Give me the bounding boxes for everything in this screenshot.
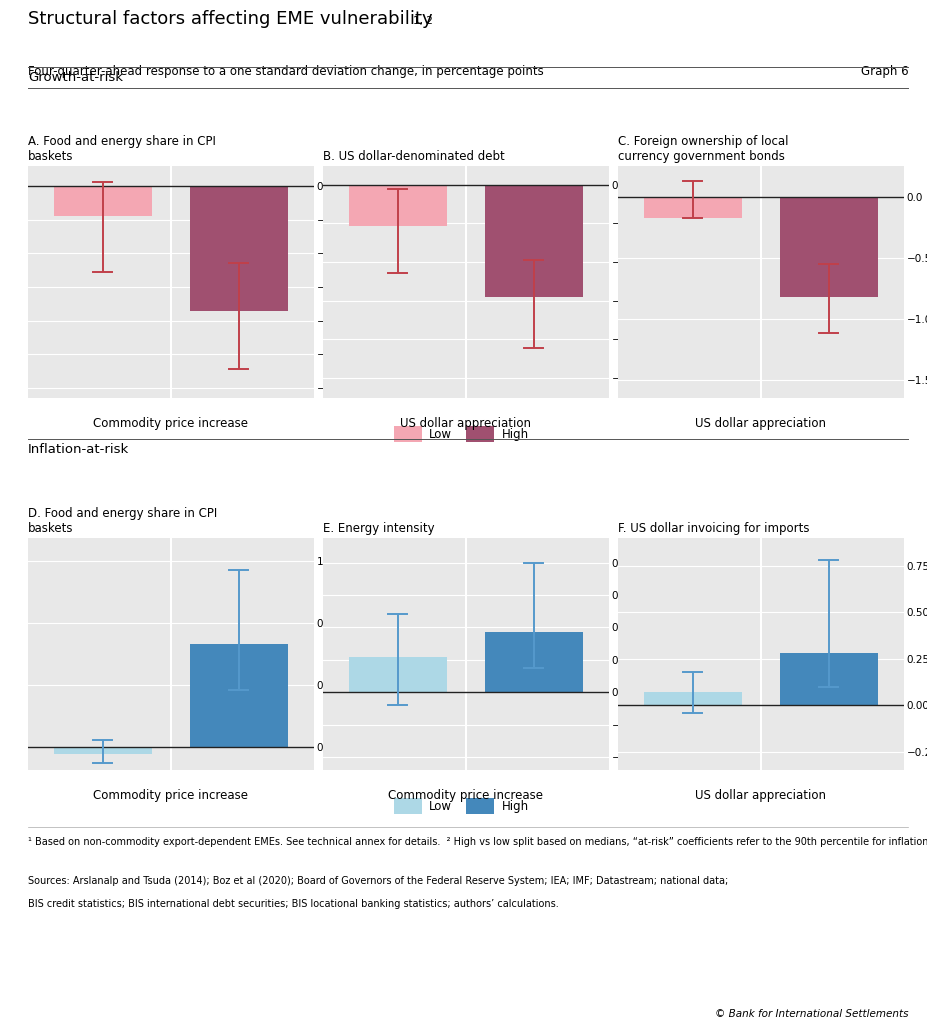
Bar bbox=[349, 657, 447, 692]
Text: ¹ Based on non-commodity export-dependent EMEs. See technical annex for details.: ¹ Based on non-commodity export-dependen… bbox=[28, 837, 927, 847]
Text: 1, 2: 1, 2 bbox=[413, 16, 432, 27]
Bar bbox=[485, 632, 583, 692]
Bar bbox=[644, 197, 742, 219]
Bar bbox=[54, 747, 152, 755]
Text: Commodity price increase: Commodity price increase bbox=[94, 417, 248, 430]
Text: Commodity price increase: Commodity price increase bbox=[388, 789, 543, 802]
Bar bbox=[780, 197, 878, 297]
Text: High: High bbox=[502, 800, 528, 812]
Text: B. US dollar-denominated debt: B. US dollar-denominated debt bbox=[323, 149, 504, 163]
Text: Sources: Arslanalp and Tsuda (2014); Boz et al (2020); Board of Governors of the: Sources: Arslanalp and Tsuda (2014); Boz… bbox=[28, 876, 728, 887]
Bar bbox=[349, 185, 447, 227]
Text: F. US dollar invoicing for imports: F. US dollar invoicing for imports bbox=[618, 522, 809, 535]
Text: Structural factors affecting EME vulnerability: Structural factors affecting EME vulnera… bbox=[28, 10, 432, 28]
Text: Low: Low bbox=[429, 800, 452, 812]
Text: Low: Low bbox=[429, 428, 452, 440]
Text: D. Food and energy share in CPI
baskets: D. Food and energy share in CPI baskets bbox=[28, 507, 217, 535]
Text: High: High bbox=[502, 428, 528, 440]
Bar bbox=[644, 692, 742, 705]
Text: © Bank for International Settlements: © Bank for International Settlements bbox=[715, 1008, 908, 1019]
Bar bbox=[780, 654, 878, 705]
Text: Commodity price increase: Commodity price increase bbox=[94, 789, 248, 802]
Text: US dollar appreciation: US dollar appreciation bbox=[695, 789, 826, 802]
Text: US dollar appreciation: US dollar appreciation bbox=[400, 417, 531, 430]
Bar bbox=[190, 187, 287, 310]
Text: A. Food and energy share in CPI
baskets: A. Food and energy share in CPI baskets bbox=[28, 135, 216, 163]
Text: E. Energy intensity: E. Energy intensity bbox=[323, 522, 435, 535]
Text: C. Foreign ownership of local
currency government bonds: C. Foreign ownership of local currency g… bbox=[618, 135, 789, 163]
Bar bbox=[190, 644, 287, 747]
Text: Graph 6: Graph 6 bbox=[861, 65, 908, 78]
Text: Four-quarter-ahead response to a one standard deviation change, in percentage po: Four-quarter-ahead response to a one sta… bbox=[28, 65, 543, 78]
Text: Growth-at-risk: Growth-at-risk bbox=[28, 71, 122, 85]
Bar bbox=[485, 185, 583, 298]
Text: BIS credit statistics; BIS international debt securities; BIS locational banking: BIS credit statistics; BIS international… bbox=[28, 899, 559, 909]
Text: Inflation-at-risk: Inflation-at-risk bbox=[28, 443, 129, 457]
Text: US dollar appreciation: US dollar appreciation bbox=[695, 417, 826, 430]
Bar bbox=[54, 187, 152, 217]
